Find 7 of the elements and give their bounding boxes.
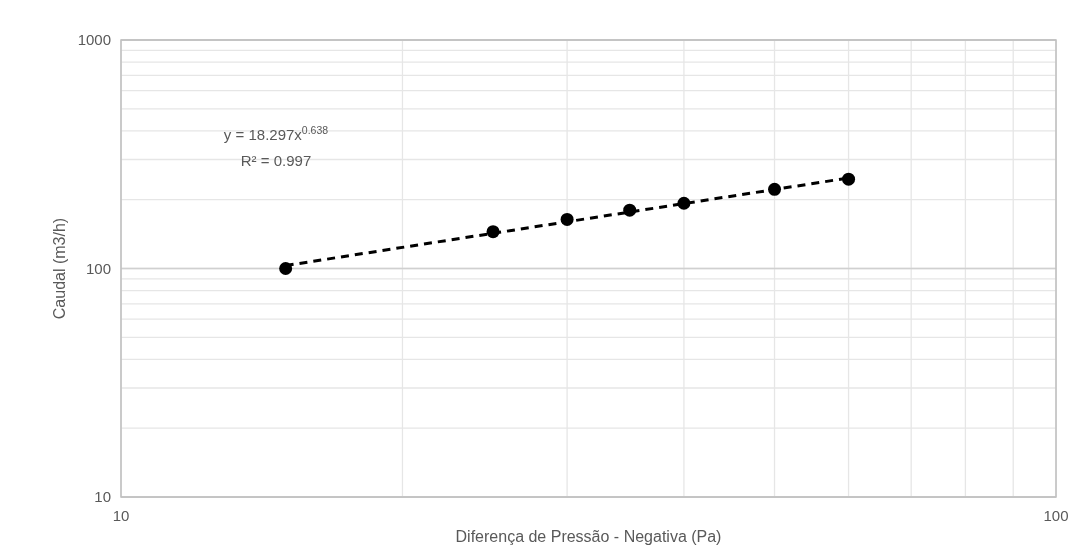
annotation: y = 18.297x$^{0.638}$ bbox=[223, 124, 329, 143]
x-axis-title: Diferença de Pressão - Negativa (Pa) bbox=[455, 528, 722, 545]
y-tick-label: 100 bbox=[85, 259, 111, 277]
y-tick-label: 10 bbox=[94, 488, 111, 505]
annotation: R² = 0.997 bbox=[240, 152, 312, 169]
y-axis-title: Caudal (m3/h) bbox=[51, 217, 68, 320]
y-tick-label: 1000 bbox=[77, 31, 111, 48]
